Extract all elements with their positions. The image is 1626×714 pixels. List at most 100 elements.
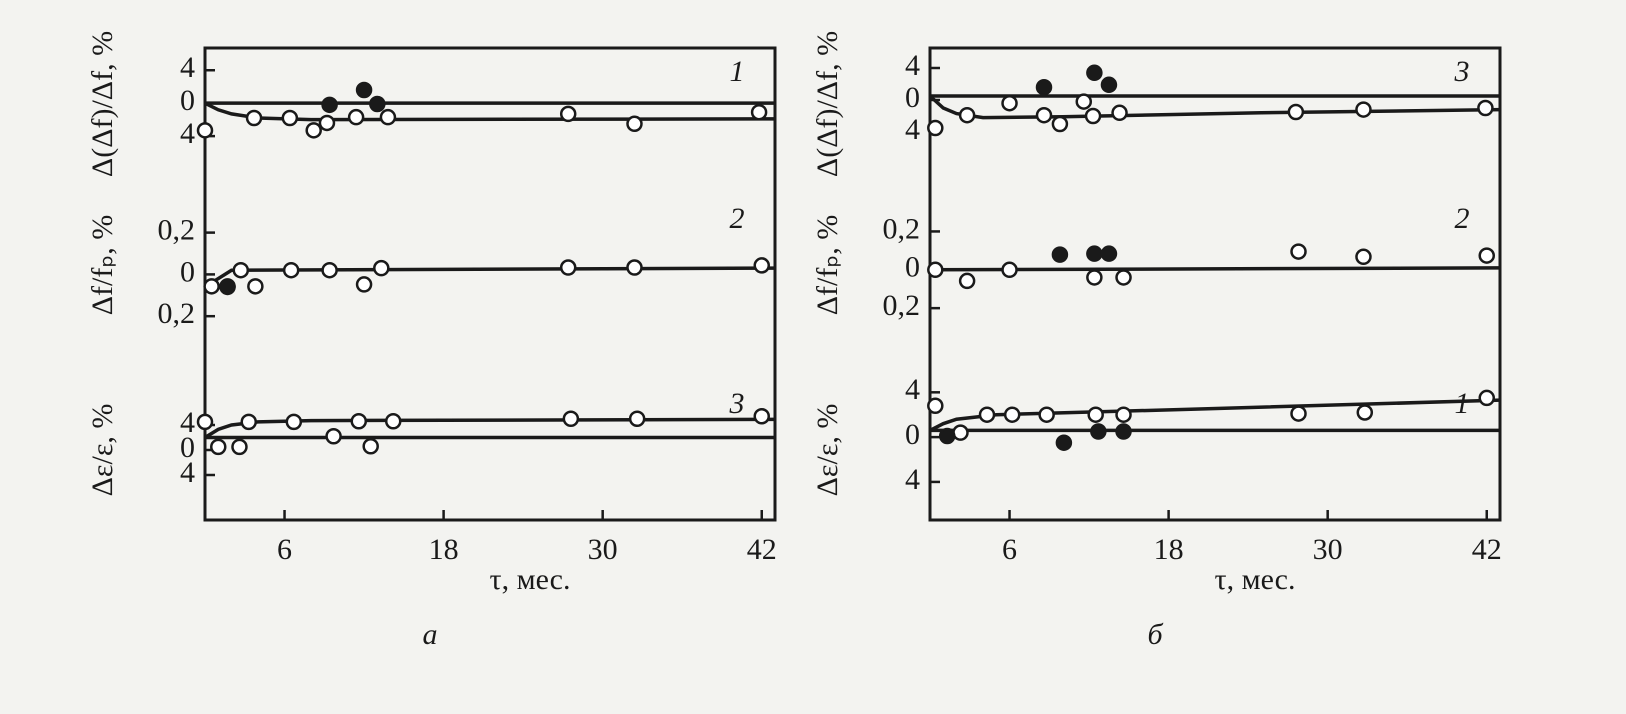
y-tick-label: 4	[180, 406, 195, 439]
data-point	[1035, 106, 1053, 124]
subplot-number: 2	[730, 202, 745, 235]
data-point	[562, 410, 580, 427]
data-point	[355, 81, 373, 99]
data-point	[203, 278, 220, 295]
y-tick-label: 4	[180, 456, 195, 489]
data-point	[1100, 76, 1118, 94]
data-point	[1086, 64, 1103, 82]
y-axis-label: Δ(Δf)/Δf, %	[811, 31, 844, 177]
x-tick-label: 18	[429, 533, 459, 566]
y-axis-label: Δf/fₚ, %	[811, 215, 844, 315]
y-tick-label: 4	[905, 373, 920, 406]
data-point	[1051, 246, 1069, 263]
data-point	[626, 115, 643, 133]
data-point	[927, 119, 944, 137]
x-axis-label: τ, мес.	[490, 563, 571, 596]
subplot-number: 1	[730, 55, 745, 88]
data-point	[559, 105, 577, 123]
y-tick-label: 0	[905, 81, 920, 114]
panel-frame	[928, 46, 1502, 522]
panel-label: б	[1147, 618, 1163, 651]
x-tick-label: 42	[747, 533, 777, 566]
x-tick-label: 42	[1472, 533, 1502, 566]
data-point	[1115, 406, 1132, 423]
data-point	[753, 408, 770, 425]
x-axis-label: τ, мес.	[1215, 563, 1296, 596]
y-tick-label: 4	[905, 113, 920, 146]
data-point	[927, 397, 944, 415]
data-point	[958, 106, 976, 124]
data-point	[753, 257, 770, 274]
data-point	[350, 413, 368, 430]
data-point	[1075, 93, 1093, 110]
data-point	[1051, 115, 1069, 133]
fit-curve	[929, 266, 1501, 272]
subplot-number: 2	[1455, 202, 1470, 235]
data-point	[321, 261, 338, 279]
data-point	[305, 122, 322, 139]
data-point	[626, 259, 643, 276]
data-point	[240, 413, 257, 431]
data-point	[1478, 389, 1495, 407]
x-tick-label: 18	[1154, 533, 1184, 566]
data-point	[628, 410, 646, 427]
y-tick-label: 0,2	[158, 214, 196, 247]
y-tick-label: 0	[180, 255, 195, 288]
data-point	[369, 95, 386, 113]
data-point	[210, 438, 227, 456]
data-point	[1087, 406, 1104, 423]
data-point	[1001, 94, 1018, 112]
data-point	[1055, 434, 1073, 451]
data-point	[231, 438, 248, 456]
y-tick-label: 4	[180, 51, 195, 84]
data-point	[1477, 99, 1494, 117]
data-point	[1115, 423, 1132, 440]
x-tick-label: 30	[588, 533, 618, 566]
data-point	[285, 413, 303, 431]
y-tick-label: 0,2	[158, 297, 196, 330]
data-point	[196, 413, 214, 431]
y-tick-label: 0	[905, 251, 920, 284]
y-tick-label: 0,2	[883, 212, 921, 245]
data-point	[325, 428, 342, 445]
data-point	[958, 272, 976, 290]
data-point	[321, 96, 338, 114]
data-point	[1100, 245, 1118, 262]
data-point	[281, 109, 299, 127]
data-point	[927, 261, 944, 279]
y-axis-label: Δε/ε, %	[811, 404, 844, 497]
data-point	[196, 122, 214, 139]
data-point	[750, 103, 768, 121]
subplot-number: 3	[1454, 55, 1470, 88]
data-point	[1035, 78, 1053, 96]
data-point	[1290, 405, 1307, 422]
x-tick-label: 6	[277, 533, 292, 566]
data-point	[978, 406, 996, 423]
y-tick-label: 0,2	[883, 289, 921, 322]
y-axis-label: Δε/ε, %	[86, 404, 119, 497]
data-point	[373, 259, 390, 277]
data-point	[1001, 261, 1018, 279]
y-tick-label: 0	[180, 431, 195, 464]
data-point	[232, 261, 250, 279]
y-tick-label: 4	[905, 463, 920, 496]
y-tick-label: 0	[905, 418, 920, 451]
data-point	[1086, 269, 1103, 286]
data-point	[219, 278, 236, 296]
data-point	[952, 424, 969, 441]
data-point	[938, 427, 956, 445]
data-point	[1478, 247, 1495, 264]
data-point	[347, 108, 365, 126]
y-tick-label: 0	[180, 84, 195, 117]
data-point	[282, 261, 300, 279]
data-point	[245, 109, 263, 127]
fit-curve	[929, 398, 1501, 432]
data-point	[355, 276, 373, 293]
data-point	[1111, 104, 1128, 122]
data-point	[1355, 248, 1372, 266]
data-point	[1290, 243, 1307, 260]
x-tick-label: 30	[1313, 533, 1343, 566]
data-point	[1287, 103, 1305, 121]
